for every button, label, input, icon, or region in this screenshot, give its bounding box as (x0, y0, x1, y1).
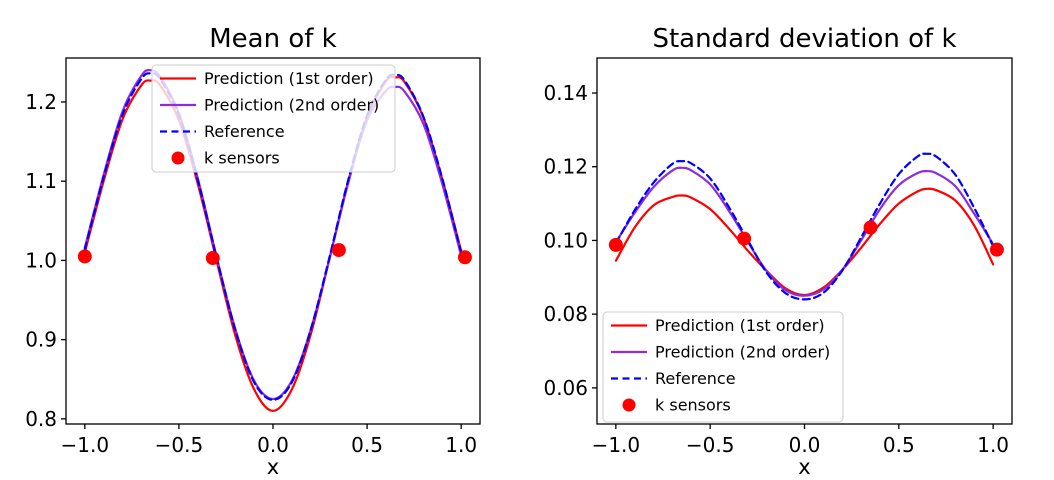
sensor-point-k-sensors (77, 249, 92, 264)
legend-marker-dot-icon (622, 398, 636, 412)
legend-box (602, 311, 844, 423)
sensor-point-k-sensors (457, 250, 472, 265)
legend-marker-dot-icon (171, 151, 185, 165)
series-reference (614, 152, 995, 301)
x-tick-label: 0.5 (883, 433, 915, 457)
legend-label: Reference (655, 369, 736, 388)
legend-label: k sensors (655, 396, 731, 415)
chart-title: Mean of k (209, 24, 337, 54)
x-tick-label: 1.0 (445, 433, 477, 457)
series-prediction-1st-order (83, 75, 463, 413)
y-tick-label: 0.14 (543, 81, 588, 105)
sensor-point-k-sensors (863, 220, 878, 235)
sensor-point-k-sensors (989, 242, 1004, 257)
legend-label: k sensors (204, 149, 280, 168)
std-of-k-chart: Standard deviation of k x −1.0 −0.5 0.0 0.5 1.… (543, 24, 1013, 479)
y-tick-label: 0.9 (25, 328, 57, 352)
x-tick-label: −1.0 (61, 433, 110, 457)
y-tick-label: 1.1 (25, 169, 57, 193)
y-tick-label: 1.0 (25, 248, 57, 272)
series-prediction-1st-order (614, 187, 995, 297)
y-tick-label: 0.12 (543, 155, 588, 179)
legend-label: Reference (204, 122, 285, 141)
x-tick-label: −0.5 (155, 433, 204, 457)
series-prediction-2nd-order (83, 69, 463, 401)
legend-label: Prediction (1st order) (655, 316, 825, 335)
chart-title: Standard deviation of k (652, 24, 956, 54)
x-tick-label: −1.0 (592, 433, 641, 457)
sensor-point-k-sensors (737, 231, 752, 246)
sensor-point-k-sensors (331, 243, 346, 258)
series-prediction-2nd-order (614, 166, 995, 297)
sensor-point-k-sensors (608, 237, 623, 252)
x-tick-label: 1.0 (977, 433, 1009, 457)
y-tick-label: 0.8 (25, 407, 57, 431)
x-tick-label: 0.5 (351, 433, 383, 457)
x-axis-label: x (267, 455, 279, 479)
x-tick-label: −0.5 (686, 433, 735, 457)
legend-label: Prediction (2nd order) (204, 96, 379, 115)
y-tick-label: 1.2 (25, 90, 57, 114)
x-tick-label: 0.0 (257, 433, 289, 457)
legend-box (151, 64, 396, 173)
y-tick-label: 0.06 (543, 376, 588, 400)
sensor-point-k-sensors (205, 251, 220, 266)
y-tick-label: 0.10 (543, 228, 588, 252)
legend-label: Prediction (2nd order) (655, 343, 830, 362)
x-tick-label: 0.0 (789, 433, 821, 457)
mean-of-k-chart: Mean of k x −1.0 −0.5 0.0 0.5 1.0 0.8 0.9 1.0 1.1 1… (25, 24, 481, 479)
x-axis-label: x (798, 455, 810, 479)
y-tick-label: 0.08 (543, 302, 588, 326)
series-reference (83, 72, 463, 401)
legend-label: Prediction (1st order) (204, 69, 374, 88)
